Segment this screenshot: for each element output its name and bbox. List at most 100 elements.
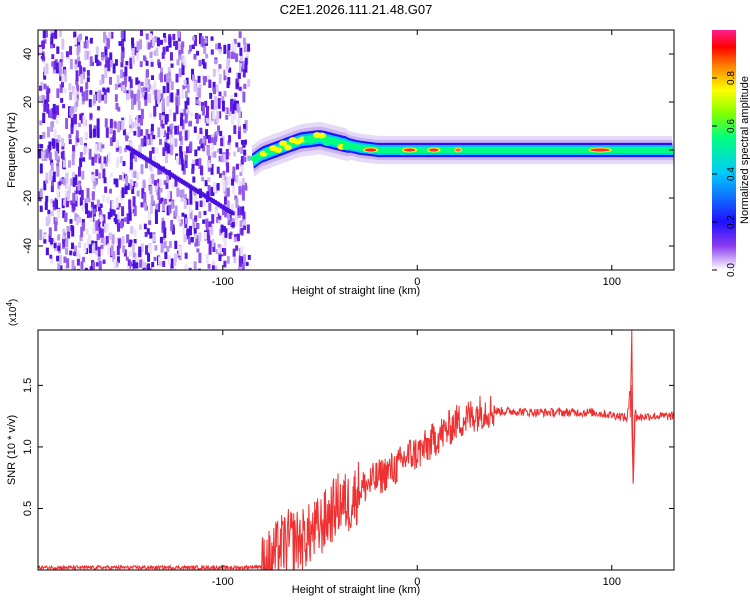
noise-cell <box>99 79 103 86</box>
noise-cell <box>105 57 109 67</box>
colorbar-tick-label: 0.4 <box>726 167 737 181</box>
noise-cell <box>178 189 182 196</box>
noise-cell <box>59 178 63 183</box>
noise-cell <box>144 78 148 88</box>
noise-cell <box>217 97 221 109</box>
noise-cell <box>100 94 104 101</box>
noise-cell <box>98 155 102 164</box>
noise-cell <box>174 240 178 249</box>
noise-cell <box>156 98 160 104</box>
noise-cell <box>166 143 170 154</box>
noise-cell <box>68 160 72 168</box>
noise-cell <box>226 200 230 212</box>
noise-cell <box>183 57 187 69</box>
noise-cell <box>233 151 237 157</box>
noise-cell <box>182 226 186 235</box>
noise-cell <box>202 63 206 69</box>
noise-cell <box>170 258 174 269</box>
noise-cell <box>226 256 230 264</box>
noise-cell <box>126 183 130 191</box>
noise-cell <box>92 128 96 138</box>
noise-cell <box>242 91 246 103</box>
noise-cell <box>49 254 53 259</box>
noise-cell <box>228 232 232 240</box>
noise-cell <box>238 266 242 270</box>
spectrogram-panel: -100 0 100 40 20 0 -20 -40 Height of straight … <box>6 29 675 297</box>
noise-cell <box>67 231 71 239</box>
noise-cell <box>168 77 172 83</box>
noise-cell <box>135 182 139 188</box>
noise-cell <box>227 77 231 86</box>
snr-x-ticks: -100 0 100 <box>212 330 621 588</box>
noise-cell <box>241 206 245 216</box>
noise-cell <box>157 89 161 99</box>
noise-cell <box>50 162 54 171</box>
noise-cell <box>69 91 73 101</box>
noise-cell <box>140 164 144 175</box>
noise-cell <box>211 186 215 196</box>
noise-cell <box>38 95 42 102</box>
noise-cell <box>155 147 159 154</box>
signal-blob <box>283 144 292 151</box>
noise-cell <box>111 234 115 245</box>
noise-cell <box>104 35 108 41</box>
noise-cell <box>234 217 238 227</box>
noise-cell <box>73 113 77 125</box>
noise-cell <box>230 51 234 59</box>
noise-cell <box>161 123 165 129</box>
noise-cell <box>131 98 135 110</box>
noise-cell <box>162 86 166 94</box>
noise-cell <box>135 77 139 85</box>
noise-cell <box>131 269 135 270</box>
noise-cell <box>121 38 125 50</box>
noise-cell <box>194 215 198 221</box>
noise-cell <box>179 220 183 227</box>
noise-cell <box>114 94 118 102</box>
noise-cell <box>92 227 96 234</box>
signal-peak <box>455 148 462 152</box>
noise-cell <box>181 61 185 67</box>
noise-cell <box>232 175 236 182</box>
noise-cell <box>176 59 180 66</box>
noise-cell <box>201 58 205 65</box>
noise-cell <box>200 36 204 47</box>
noise-cell <box>145 129 149 136</box>
noise-cell <box>129 161 133 170</box>
noise-cell <box>43 71 47 80</box>
noise-cell <box>178 131 182 141</box>
noise-cell <box>39 134 43 140</box>
noise-cell <box>187 111 191 116</box>
noise-cell <box>148 178 152 185</box>
noise-cell <box>59 84 63 93</box>
noise-cell <box>69 107 73 116</box>
noise-cell <box>185 198 189 205</box>
noise-cell <box>63 232 67 237</box>
noise-cell <box>138 224 142 230</box>
signal-peak <box>428 148 439 152</box>
noise-cell <box>223 248 227 256</box>
noise-cell <box>196 223 200 229</box>
noise-cell <box>134 154 138 162</box>
noise-cell <box>120 62 124 68</box>
noise-cell <box>215 248 219 254</box>
noise-cell <box>188 236 192 245</box>
noise-cell <box>178 124 182 135</box>
noise-cell <box>91 205 95 216</box>
noise-cell <box>161 52 165 59</box>
noise-cell <box>174 125 178 135</box>
noise-cell <box>121 187 125 198</box>
noise-cell <box>120 69 124 79</box>
noise-cell <box>219 173 223 178</box>
noise-cell <box>207 235 211 244</box>
noise-cell <box>163 130 167 138</box>
noise-cell <box>142 267 146 270</box>
noise-cell <box>52 171 56 183</box>
snr-y-ticks: 0.5 1.0 1.5 <box>22 378 674 516</box>
noise-cell <box>122 245 126 253</box>
noise-cell <box>43 104 47 112</box>
noise-cell <box>52 103 56 114</box>
noise-cell <box>155 98 159 107</box>
noise-cell <box>55 119 59 125</box>
noise-cell <box>232 248 236 257</box>
noise-cell <box>181 212 185 217</box>
